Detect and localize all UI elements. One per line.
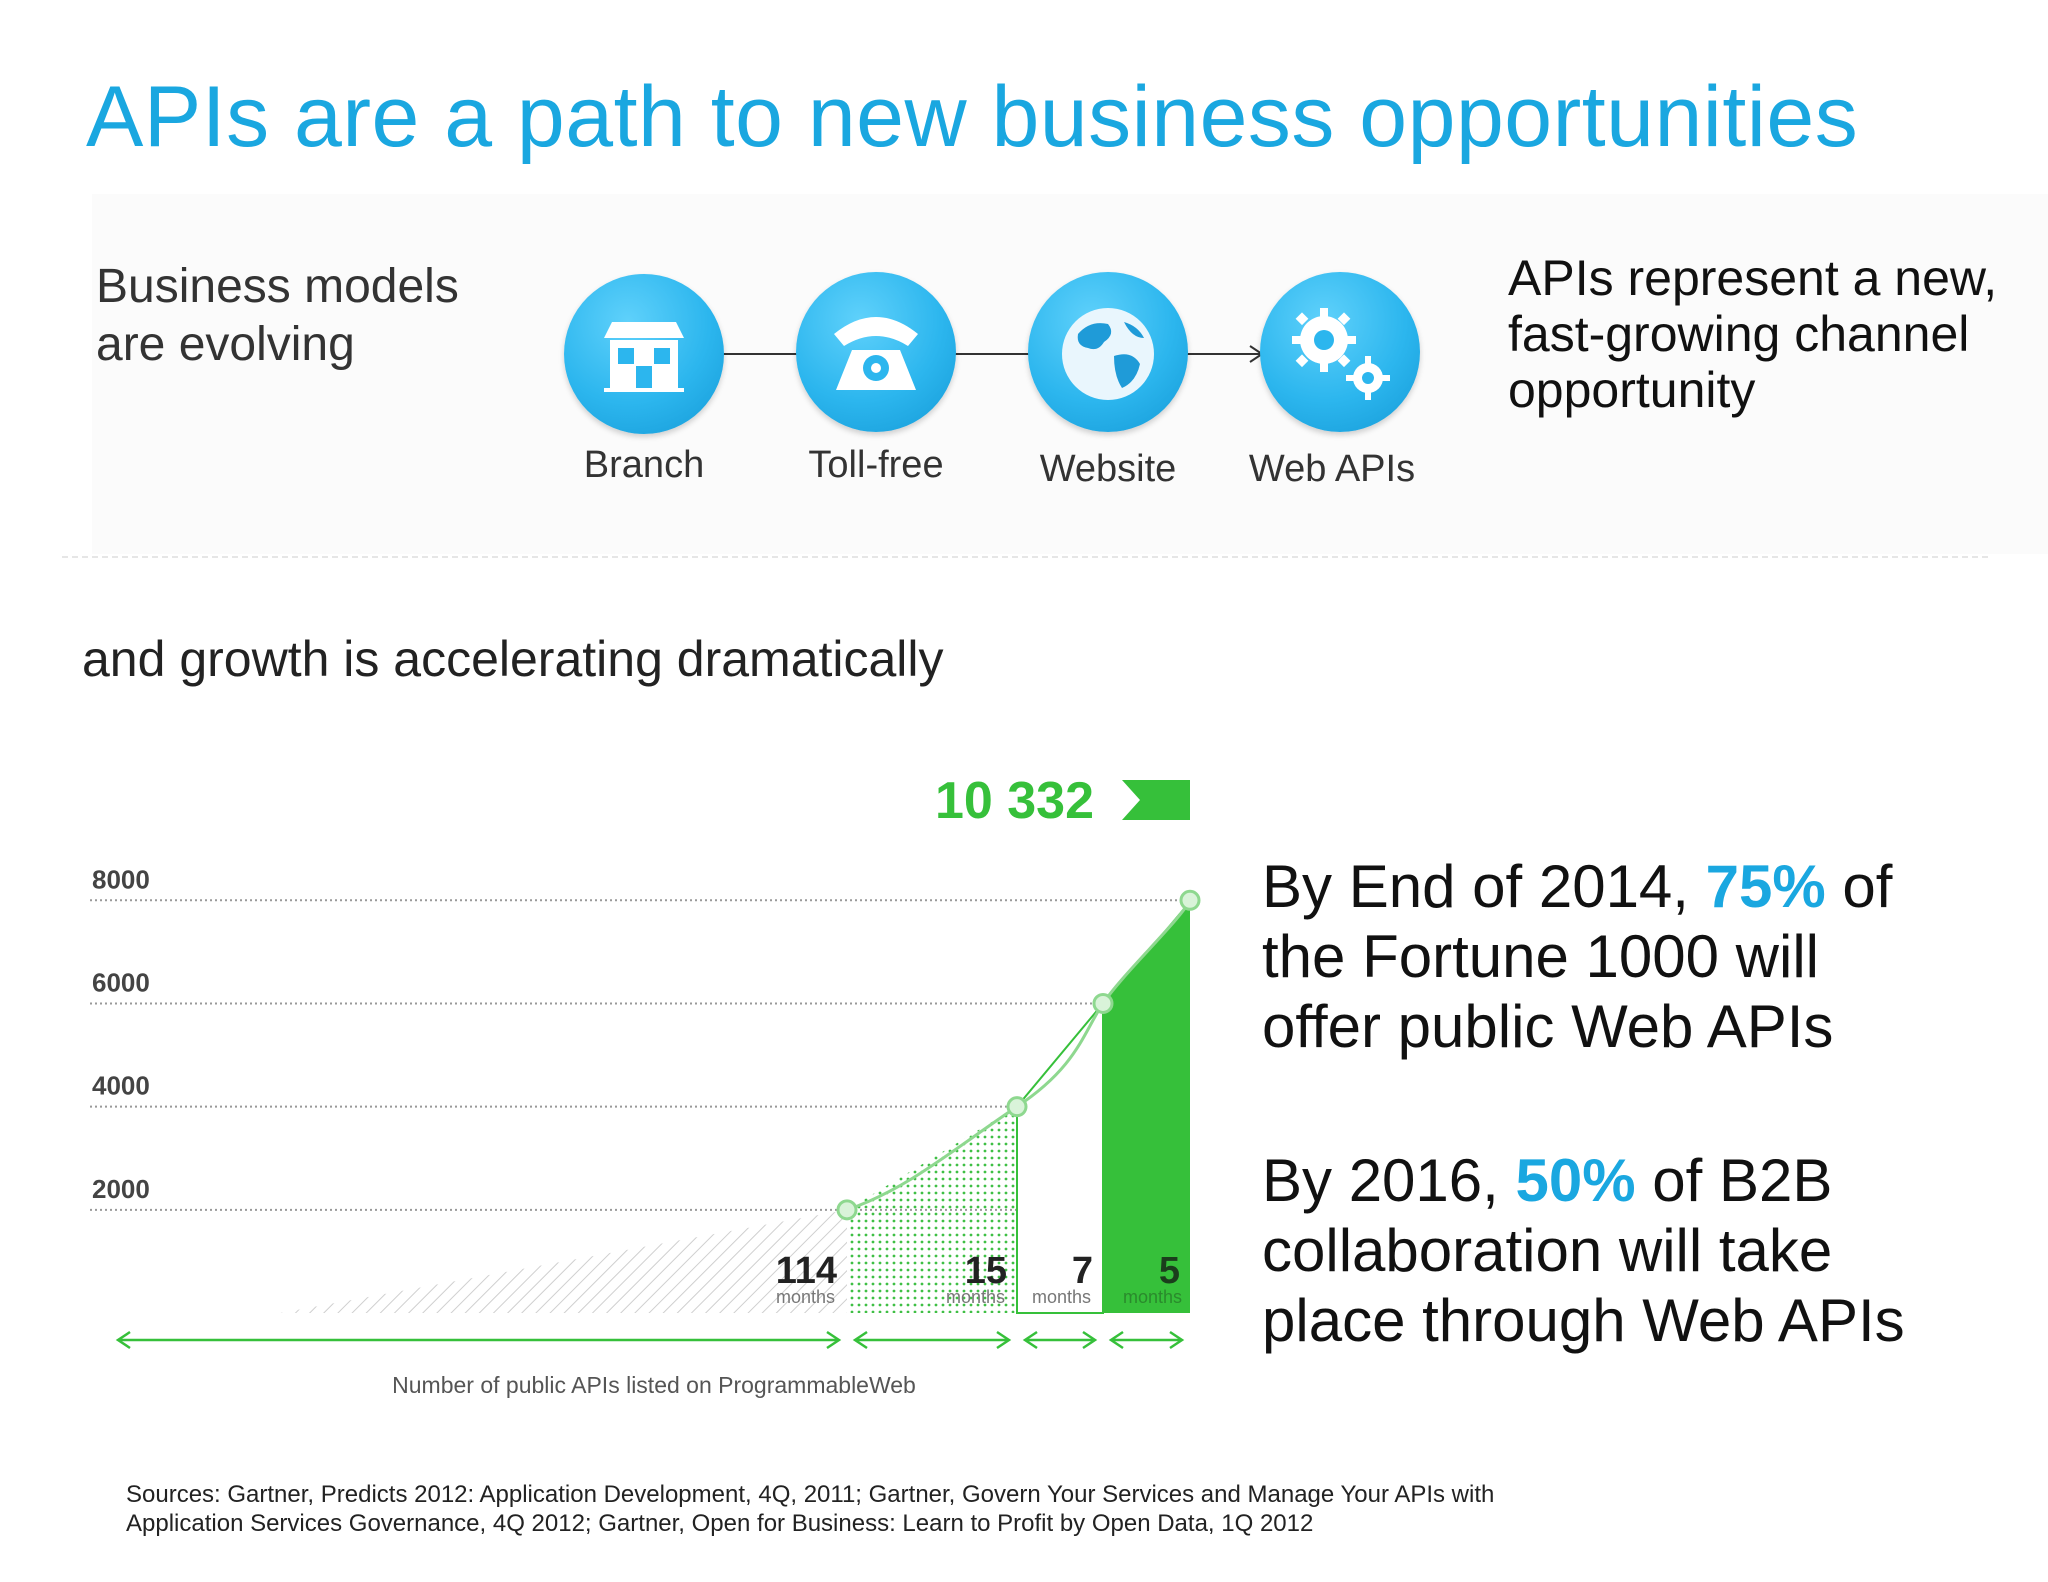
period-unit: months bbox=[1123, 1287, 1182, 1307]
stat-fortune-1000: By End of 2014, 75% of the Fortune 1000 … bbox=[1262, 852, 1892, 1062]
period-area-4 bbox=[1103, 780, 1190, 1313]
growth-heading: and growth is accelerating dramatically bbox=[82, 631, 944, 687]
business-models-line-1: Business models bbox=[96, 260, 459, 313]
stat2-text-pre: By 2016, bbox=[1262, 1147, 1516, 1214]
flag-banner bbox=[1122, 780, 1190, 820]
channel-opportunity-text: APIs represent a new, fast-growing chann… bbox=[1508, 250, 1997, 418]
globe-icon bbox=[1062, 308, 1154, 400]
sources-line-1: Sources: Gartner, Predicts 2012: Applica… bbox=[126, 1481, 1495, 1508]
section-divider bbox=[62, 556, 1988, 558]
period-value: 7 bbox=[1072, 1250, 1093, 1292]
stat1-highlight: 75% bbox=[1705, 853, 1826, 920]
stat1-line-2: the Fortune 1000 will bbox=[1262, 923, 1819, 990]
period-value: 5 bbox=[1159, 1250, 1180, 1292]
storefront-icon bbox=[604, 322, 684, 392]
branch-label: Branch bbox=[583, 444, 705, 486]
y-tick-label: 4000 bbox=[92, 1071, 150, 1101]
web-apis-label: Web APIs bbox=[1248, 448, 1416, 490]
stat2-line-1: By 2016, 50% of B2B bbox=[1262, 1146, 1905, 1216]
period-unit: months bbox=[946, 1287, 1005, 1307]
arrow-head-left bbox=[1108, 1330, 1124, 1350]
toll-free-step bbox=[796, 272, 956, 432]
period-unit: months bbox=[776, 1287, 835, 1307]
web-apis-step bbox=[1260, 272, 1420, 432]
arrow-head-right bbox=[826, 1330, 842, 1350]
sources-footnote: Sources: Gartner, Predicts 2012: Applica… bbox=[126, 1480, 1826, 1538]
gears-icon bbox=[1292, 308, 1390, 400]
page-title: APIs are a path to new business opportun… bbox=[86, 69, 1859, 165]
stat2-text-post: of B2B bbox=[1635, 1147, 1833, 1214]
data-point-marker bbox=[1006, 1096, 1028, 1118]
arrow-head-right bbox=[1082, 1330, 1098, 1350]
stat2-line-3: place through Web APIs bbox=[1262, 1287, 1905, 1354]
stat2-line-2: collaboration will take bbox=[1262, 1217, 1833, 1284]
channel-flow: Branch Toll-free Website Web APIs bbox=[560, 268, 1460, 498]
arrow-head-left bbox=[1022, 1330, 1038, 1350]
website-label: Website bbox=[1039, 448, 1177, 490]
branch-step bbox=[564, 274, 724, 434]
chart-x-label: Number of public APIs listed on Programm… bbox=[392, 1372, 916, 1398]
channel-line-3: opportunity bbox=[1508, 362, 1756, 418]
channel-line-1: APIs represent a new, bbox=[1508, 250, 1998, 306]
y-tick-label: 8000 bbox=[92, 864, 150, 894]
period-area-1 bbox=[280, 1209, 847, 1313]
business-models-line-2: are evolving bbox=[96, 318, 355, 371]
y-tick-label: 6000 bbox=[92, 967, 150, 997]
telephone-icon bbox=[834, 317, 918, 390]
channel-line-2: fast-growing channel bbox=[1508, 306, 1970, 362]
arrow-head-right bbox=[996, 1330, 1012, 1350]
data-point-marker bbox=[1092, 992, 1114, 1014]
stat2-highlight: 50% bbox=[1515, 1147, 1636, 1214]
stat-b2b: By 2016, 50% of B2B collaboration will t… bbox=[1262, 1146, 1905, 1356]
period-area-2 bbox=[847, 1106, 1017, 1313]
business-models-text: Business models are evolving bbox=[96, 258, 459, 374]
stat1-text-post: of bbox=[1825, 853, 1893, 920]
stat1-line-1: By End of 2014, 75% of bbox=[1262, 852, 1892, 922]
period-value: 114 bbox=[776, 1250, 837, 1292]
arrow-head-right bbox=[1169, 1330, 1185, 1350]
arrow-head-left bbox=[115, 1330, 131, 1350]
flow-connectors bbox=[722, 345, 1264, 363]
arrow-head-left bbox=[852, 1330, 868, 1350]
growth-curve bbox=[846, 899, 1192, 1212]
final-value-label: 10 332 bbox=[935, 772, 1094, 830]
y-tick-label: 2000 bbox=[92, 1174, 150, 1204]
website-step bbox=[1028, 272, 1188, 432]
stat1-line-3: offer public Web APIs bbox=[1262, 993, 1834, 1060]
toll-free-label: Toll-free bbox=[808, 444, 944, 486]
data-point-marker bbox=[1179, 889, 1201, 911]
data-point-marker bbox=[836, 1199, 858, 1221]
period-unit: months bbox=[1032, 1287, 1091, 1307]
period-value: 15 bbox=[965, 1250, 1007, 1292]
stat1-text-pre: By End of 2014, bbox=[1262, 853, 1706, 920]
sources-line-2: Application Services Governance, 4Q 2012… bbox=[126, 1510, 1314, 1537]
